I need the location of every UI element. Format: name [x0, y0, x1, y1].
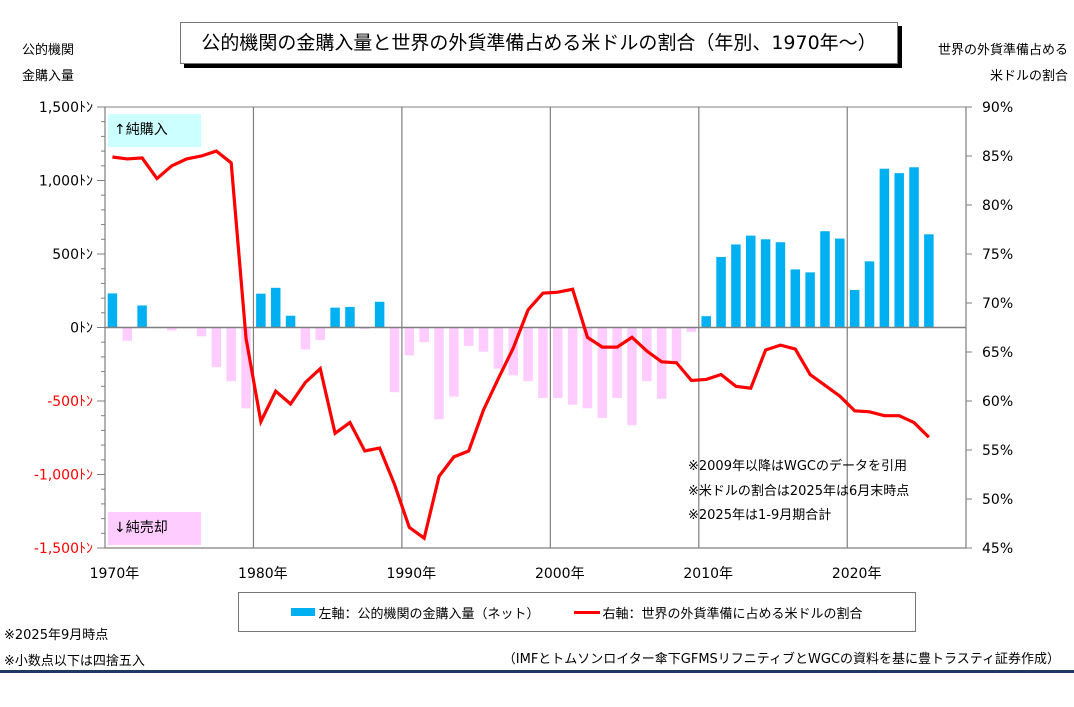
bar-2014 [760, 239, 771, 328]
right-axis-tick-label: 50% [982, 492, 1013, 508]
bar-1994 [463, 327, 474, 346]
right-axis-tick-label: 65% [982, 345, 1013, 361]
right-axis-tick-label: 80% [982, 198, 1013, 214]
bar-2018 [820, 231, 830, 328]
legend-item-usd-share: 右軸：世界の外貨準備に占める米ドルの割合 [573, 603, 863, 622]
bar-1970 [107, 293, 118, 328]
legend-label: 右軸：世界の外貨準備に占める米ドルの割合 [602, 606, 863, 622]
left-axis-tick-label: -1,000ﾄﾝ [34, 468, 93, 484]
legend-swatch-line [573, 610, 600, 614]
bar-2011 [716, 256, 726, 328]
right-axis-tick-label: 70% [982, 296, 1013, 312]
x-axis-tick-label: 2020年 [832, 566, 882, 582]
bar-2000 [553, 327, 563, 399]
bar-1996 [493, 327, 504, 369]
bar-2024 [909, 167, 919, 328]
net-purchase-label: ↑純購入 [108, 114, 201, 147]
bar-2017 [805, 272, 815, 328]
right-axis-tick-label: 60% [982, 394, 1013, 410]
bar-2003 [597, 327, 608, 418]
bottom-divider [0, 670, 1074, 673]
chart-note: ※2009年以降はWGCのデータを引用 [688, 459, 907, 474]
legend-label: 左軸：公的機関の金購入量（ネット） [318, 606, 540, 622]
left-axis-tick-label: -500ﾄﾝ [47, 394, 93, 410]
right-axis-tick-label: 55% [982, 443, 1013, 459]
x-axis-tick-label: 1970年 [90, 566, 140, 582]
left-axis-tick-label: 1,500ﾄﾝ [39, 100, 93, 116]
bar-2010 [701, 316, 711, 328]
net-sale-label: ↓純売却 [108, 512, 201, 545]
bar-2008 [671, 327, 682, 363]
bar-2019 [835, 238, 845, 328]
usd-share-line [112, 149, 931, 541]
bar-2002 [582, 327, 593, 409]
bar-2012 [731, 244, 741, 328]
x-axis-tick-label: 1980年 [238, 566, 288, 582]
bar-1982 [285, 315, 296, 328]
bar-2006 [642, 327, 652, 382]
bar-1985 [330, 307, 340, 328]
bar-2009 [686, 327, 697, 332]
bar-2022 [879, 168, 890, 328]
right-axis-title: 世界の外貨準備占める 米ドルの割合 [904, 38, 1068, 90]
bar-2016 [790, 269, 801, 328]
left-axis-title-line: 金購入量 [22, 69, 75, 84]
bar-2005 [627, 327, 637, 426]
bar-1971 [122, 327, 133, 341]
bar-1988 [374, 301, 385, 328]
left-axis-tick-label: -1,500ﾄﾝ [34, 541, 93, 557]
right-axis-tick-label: 75% [982, 247, 1013, 263]
bar-1978 [226, 327, 236, 382]
legend-item-gold-purchases: 左軸：公的機関の金購入量（ネット） [291, 603, 540, 622]
chart-note: ※米ドルの割合は2025年は6月末時点 [688, 484, 910, 499]
bar-2013 [746, 235, 756, 328]
x-axis-tick-label: 2010年 [683, 566, 733, 582]
legend-swatch-bar [291, 608, 316, 616]
bar-2020 [849, 290, 860, 328]
right-axis-tick-label: 90% [982, 100, 1013, 116]
right-axis-title-line: 世界の外貨準備占める [937, 43, 1068, 58]
bar-1983 [300, 327, 311, 350]
bar-2015 [775, 242, 786, 328]
bar-1979 [241, 327, 251, 409]
right-axis-tick-label: 85% [982, 149, 1013, 165]
bar-1974 [167, 327, 177, 331]
chart-legend: 左軸：公的機関の金購入量（ネット） 右軸：世界の外貨準備に占める米ドルの割合 [238, 592, 916, 632]
bar-1980 [256, 293, 266, 328]
source-note: （IMFとトムソンロイター傘下GFMSリフニティブとWGCの資料を基に豊トラステ… [502, 652, 1060, 667]
bar-1993 [449, 327, 459, 397]
bar-1999 [538, 327, 548, 399]
bar-1981 [270, 287, 281, 328]
bar-1986 [345, 306, 355, 328]
left-axis-tick-label: 1,000ﾄﾝ [39, 174, 93, 190]
x-axis-tick-label: 2000年 [535, 566, 585, 582]
bar-1991 [419, 327, 429, 343]
bar-2023 [894, 173, 904, 328]
left-axis-tick-label: 500ﾄﾝ [52, 247, 93, 263]
chart-note: ※2025年は1-9月期合計 [688, 508, 832, 523]
chart-title: 公的機関の金購入量と世界の外貨準備占める米ドルの割合（年別、1970年～） [180, 22, 898, 64]
bar-2025 [924, 234, 934, 328]
footnote: ※小数点以下は四捨五入 [4, 654, 145, 669]
bar-1976 [196, 327, 207, 337]
right-axis-title-line: 米ドルの割合 [989, 69, 1068, 84]
bar-2021 [864, 261, 875, 328]
left-axis-title: 公的機関 金購入量 [22, 38, 92, 90]
bar-1984 [315, 327, 325, 340]
bar-1998 [523, 327, 533, 382]
x-axis-tick-label: 1990年 [386, 566, 436, 582]
left-axis-tick-label: 0ﾄﾝ [70, 321, 93, 337]
footnote: ※2025年9月時点 [4, 628, 109, 643]
left-axis-title-line: 公的機関 [22, 43, 75, 58]
bar-1992 [434, 327, 444, 420]
bar-1995 [478, 327, 489, 352]
bar-1989 [389, 327, 400, 393]
bar-1972 [137, 305, 147, 328]
right-axis-tick-label: 45% [982, 541, 1013, 557]
bar-2001 [567, 327, 578, 405]
bar-1977 [211, 327, 222, 368]
bar-2004 [612, 327, 622, 399]
bar-1990 [404, 327, 415, 356]
